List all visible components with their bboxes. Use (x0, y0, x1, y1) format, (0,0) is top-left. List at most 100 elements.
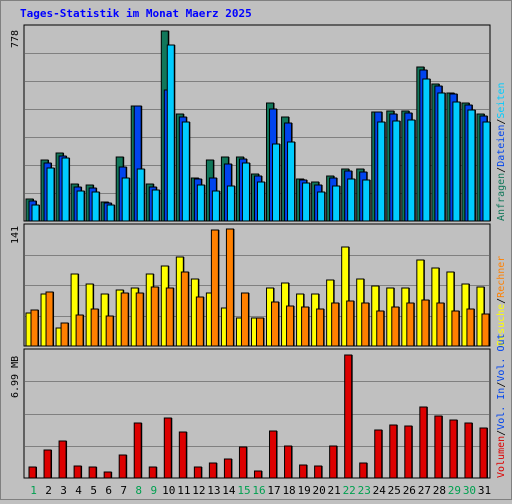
day-label-21: 21 (328, 484, 341, 497)
bar-seiten-6 (106, 204, 115, 222)
bar-seiten-28 (437, 92, 446, 222)
bar-rechner-16 (255, 317, 264, 347)
day-label-6: 6 (105, 484, 112, 497)
day-label-20: 20 (313, 484, 326, 497)
bar-volumen-30 (464, 422, 473, 479)
bar-seiten-20 (317, 191, 326, 222)
middle-legend-label: Besuche / Rechner (494, 224, 508, 346)
bar-volumen-20 (314, 465, 323, 479)
bar-volumen-8 (133, 422, 142, 479)
bar-rechner-30 (466, 308, 475, 347)
bar-volumen-5 (88, 466, 97, 479)
right-top-text: Anfragen / Dateien / Seiten (496, 82, 507, 221)
bar-besuche-22 (341, 246, 350, 347)
bar-seiten-12 (196, 184, 205, 222)
day-label-16: 16 (252, 484, 265, 497)
day-label-4: 4 (75, 484, 82, 497)
day-label-26: 26 (403, 484, 416, 497)
bar-rechner-27 (421, 299, 430, 347)
bar-seiten-8 (136, 168, 145, 222)
day-label-8: 8 (135, 484, 142, 497)
bar-rechner-9 (150, 286, 159, 347)
day-label-13: 13 (207, 484, 220, 497)
right-mid-text: Besuche / Rechner (496, 256, 507, 346)
day-label-17: 17 (267, 484, 280, 497)
bar-volumen-24 (374, 429, 383, 479)
bar-volumen-11 (178, 431, 187, 479)
bar-seiten-16 (256, 181, 265, 222)
top-ymax-label: 778 (10, 29, 21, 48)
bar-seiten-10 (166, 44, 175, 222)
day-label-23: 23 (358, 484, 371, 497)
bar-rechner-31 (481, 313, 490, 347)
bar-volumen-23 (359, 462, 368, 479)
legend-part-2: Dateien (496, 124, 507, 167)
bar-seiten-7 (121, 177, 130, 222)
legend-part-3: / (496, 381, 507, 388)
bar-rechner-3 (60, 322, 69, 347)
bar-volumen-12 (193, 466, 202, 479)
day-label-30: 30 (463, 484, 476, 497)
day-label-10: 10 (162, 484, 175, 497)
bar-seiten-13 (211, 190, 220, 222)
bar-besuche-4 (70, 273, 79, 347)
bar-volumen-14 (223, 458, 232, 479)
day-label-22: 22 (343, 484, 356, 497)
day-label-9: 9 (150, 484, 157, 497)
bar-rechner-19 (301, 306, 310, 347)
bar-volumen-9 (148, 466, 157, 479)
day-label-19: 19 (297, 484, 310, 497)
bar-seiten-15 (241, 162, 250, 222)
bar-besuche-29 (446, 271, 455, 347)
bottom-ymax-label: 6.99 MB (10, 355, 21, 398)
bar-rechner-2 (45, 291, 54, 347)
bar-rechner-21 (331, 302, 340, 347)
bar-rechner-4 (75, 314, 84, 347)
bar-rechner-7 (120, 292, 129, 347)
bar-seiten-25 (392, 120, 401, 222)
legend-part-0: Volumen (496, 435, 507, 478)
legend-part-2: Rechner (496, 255, 507, 298)
legend-part-4: Seiten (496, 82, 507, 119)
bar-rechner-5 (90, 308, 99, 347)
day-label-24: 24 (373, 484, 387, 497)
bar-seiten-9 (151, 189, 160, 222)
bar-volumen-28 (434, 415, 443, 479)
day-label-3: 3 (60, 484, 67, 497)
bar-rechner-10 (165, 287, 174, 347)
day-label-14: 14 (222, 484, 236, 497)
bar-volumen-22 (344, 354, 353, 479)
bar-seiten-14 (226, 185, 235, 222)
day-label-7: 7 (120, 484, 127, 497)
day-label-28: 28 (433, 484, 446, 497)
chart-title: Tages-Statistik im Monat Maerz 2025 (20, 7, 252, 20)
day-label-11: 11 (177, 484, 190, 497)
bar-seiten-27 (422, 78, 431, 222)
day-label-15: 15 (237, 484, 250, 497)
legend-part-0: Anfragen (496, 172, 507, 221)
bar-volumen-1 (28, 466, 37, 479)
legend-part-1: / (496, 166, 507, 173)
bottom-legend-label: Volumen / Vol. In / Vol. Out (494, 333, 508, 478)
legend-part-3: / (496, 118, 507, 125)
legend-part-4: Vol. Out (496, 333, 507, 382)
bar-rechner-18 (286, 305, 295, 347)
bar-seiten-18 (287, 141, 296, 222)
bar-volumen-27 (419, 406, 428, 479)
day-label-27: 27 (418, 484, 431, 497)
middle-ymax-label: 141 (10, 225, 21, 244)
bar-volumen-10 (163, 417, 172, 479)
bar-volumen-31 (479, 427, 488, 479)
bar-volumen-26 (404, 425, 413, 479)
bar-rechner-26 (406, 302, 415, 347)
day-label-2: 2 (45, 484, 52, 497)
bar-rechner-13 (210, 229, 219, 347)
bar-rechner-8 (135, 292, 144, 347)
bar-rechner-24 (376, 310, 385, 347)
bar-rechner-25 (391, 306, 400, 347)
bar-rechner-14 (225, 228, 234, 347)
bar-volumen-19 (299, 464, 308, 479)
bar-seiten-26 (407, 119, 416, 222)
